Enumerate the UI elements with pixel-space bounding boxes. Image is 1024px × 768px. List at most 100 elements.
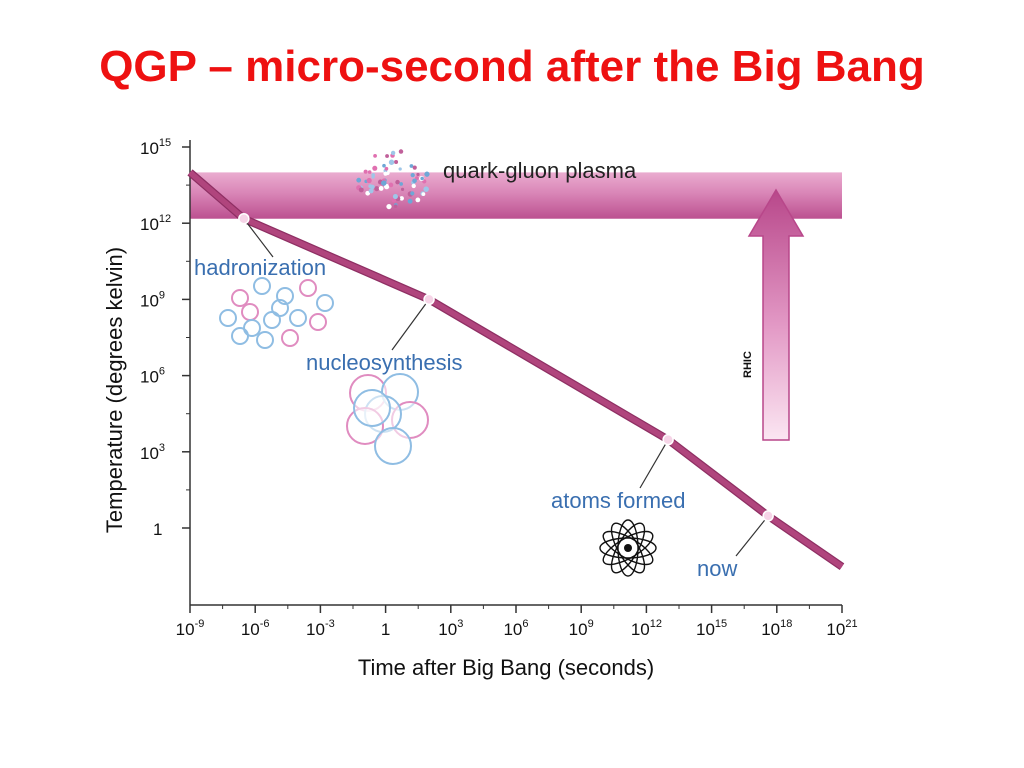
atom-orbit xyxy=(599,537,657,559)
y-tick-label: 1015 xyxy=(140,137,171,158)
slide-title: QGP – micro-second after the Big Bang xyxy=(99,42,925,91)
event-marker xyxy=(238,212,250,225)
qgp-particle xyxy=(399,196,404,201)
hadron-particle xyxy=(219,309,237,327)
hadron-particle xyxy=(309,313,327,331)
hadron-particle xyxy=(243,319,261,337)
hadron-particle xyxy=(289,309,307,327)
y-axis-ticks: 1 103 106 109 1012 1015 xyxy=(140,137,190,539)
atom-nucleus xyxy=(624,544,632,552)
qgp-particle xyxy=(366,177,372,184)
x-tick-label: 10-6 xyxy=(241,618,270,639)
qgp-particle xyxy=(409,164,414,168)
y-tick-label: 106 xyxy=(140,366,165,387)
qgp-particle-cloud-icon xyxy=(356,149,430,210)
qgp-particle xyxy=(356,177,362,183)
qgp-particle xyxy=(367,170,372,174)
qgp-particle xyxy=(386,203,392,210)
qgp-particle xyxy=(382,163,386,168)
qgp-particle xyxy=(407,198,413,204)
hadron-particle xyxy=(253,277,271,295)
atom-orbit xyxy=(602,530,654,566)
qgp-particle xyxy=(400,187,405,191)
qgp-particle xyxy=(424,171,430,177)
event-label: atoms formed xyxy=(551,488,686,513)
x-tick-label: 109 xyxy=(569,618,594,639)
rhic-label: RHIC xyxy=(742,351,754,378)
qgp-particle xyxy=(383,171,388,176)
event-marker xyxy=(662,433,674,446)
qgp-particle xyxy=(395,179,400,185)
atom-orbit xyxy=(610,522,646,574)
qgp-particle xyxy=(392,193,398,200)
atom-orbit xyxy=(610,522,646,574)
qgp-particle xyxy=(371,175,375,179)
y-tick-label: 109 xyxy=(140,289,165,310)
qgp-particle xyxy=(388,159,395,165)
x-tick-label: 103 xyxy=(438,618,463,639)
qgp-particle xyxy=(398,167,402,171)
qgp-particle xyxy=(420,176,424,181)
event-leader-line xyxy=(639,439,669,489)
qgp-particle xyxy=(370,184,375,190)
qgp-particle xyxy=(373,154,377,158)
qgp-particle xyxy=(412,178,417,184)
event-label: nucleosynthesis xyxy=(306,350,463,375)
nucleon xyxy=(353,389,391,427)
x-tick-label: 10-9 xyxy=(176,618,205,639)
qgp-band-label: quark-gluon plasma xyxy=(443,158,637,183)
x-tick-label: 1 xyxy=(381,620,390,639)
series-layer xyxy=(187,169,845,570)
atom-orbit xyxy=(617,519,639,577)
x-tick-label: 106 xyxy=(503,618,528,639)
qgp-particle xyxy=(399,182,403,186)
y-tick-label: 103 xyxy=(140,442,165,463)
qgp-particle xyxy=(391,198,397,203)
qgp-particle xyxy=(410,173,415,178)
x-tick-label: 10-3 xyxy=(306,618,335,639)
qgp-particle xyxy=(385,154,389,158)
atom-icon xyxy=(599,519,657,577)
qgp-particle xyxy=(415,197,421,203)
x-axis-title: Time after Big Bang (seconds) xyxy=(358,655,654,680)
qgp-particle xyxy=(407,153,411,158)
qgp-particle xyxy=(423,186,429,192)
qgp-particle xyxy=(393,204,398,209)
hadron-particle xyxy=(316,294,334,312)
qgp-particle xyxy=(365,190,371,196)
qgp-particle xyxy=(388,182,394,188)
quark-gluon-plasma-band xyxy=(190,172,842,219)
y-tick-label: 1012 xyxy=(140,213,171,234)
x-tick-label: 1018 xyxy=(761,618,792,639)
event-marker xyxy=(762,510,774,522)
x-tick-label: 1015 xyxy=(696,618,727,639)
qgp-particle xyxy=(358,187,364,193)
qgp-particle xyxy=(381,180,387,186)
hadron-cluster-icon xyxy=(219,277,334,349)
qgp-particle xyxy=(374,186,380,192)
qgp-particle xyxy=(394,160,399,165)
event-leader-line xyxy=(243,218,274,258)
event-label: now xyxy=(697,556,737,581)
x-axis-ticks: 10-9 10-6 10-3 1 103 106 109 1012 1015 1018 1021 xyxy=(176,605,858,639)
qgp-particle xyxy=(384,166,389,171)
nucleus-icon xyxy=(346,373,429,465)
hadron-particle xyxy=(281,329,299,347)
nucleon xyxy=(374,427,412,465)
qgp-particle xyxy=(412,165,417,170)
hadron-particle xyxy=(299,279,317,297)
qgp-particle xyxy=(410,191,415,196)
series-line xyxy=(188,170,844,569)
events-layer: hadronization nucleosynthesis atoms formed… xyxy=(194,212,774,581)
qgp-particle xyxy=(411,183,416,189)
event-leader-line xyxy=(735,515,769,557)
x-tick-label: 1012 xyxy=(631,618,662,639)
qgp-particle xyxy=(398,149,404,154)
event-marker xyxy=(423,293,435,306)
qgp-particle xyxy=(368,188,374,194)
hadron-particle xyxy=(276,287,294,305)
y-tick-label: 1 xyxy=(153,520,162,539)
event-leader-line xyxy=(391,299,430,351)
atom-orbit xyxy=(602,530,654,566)
